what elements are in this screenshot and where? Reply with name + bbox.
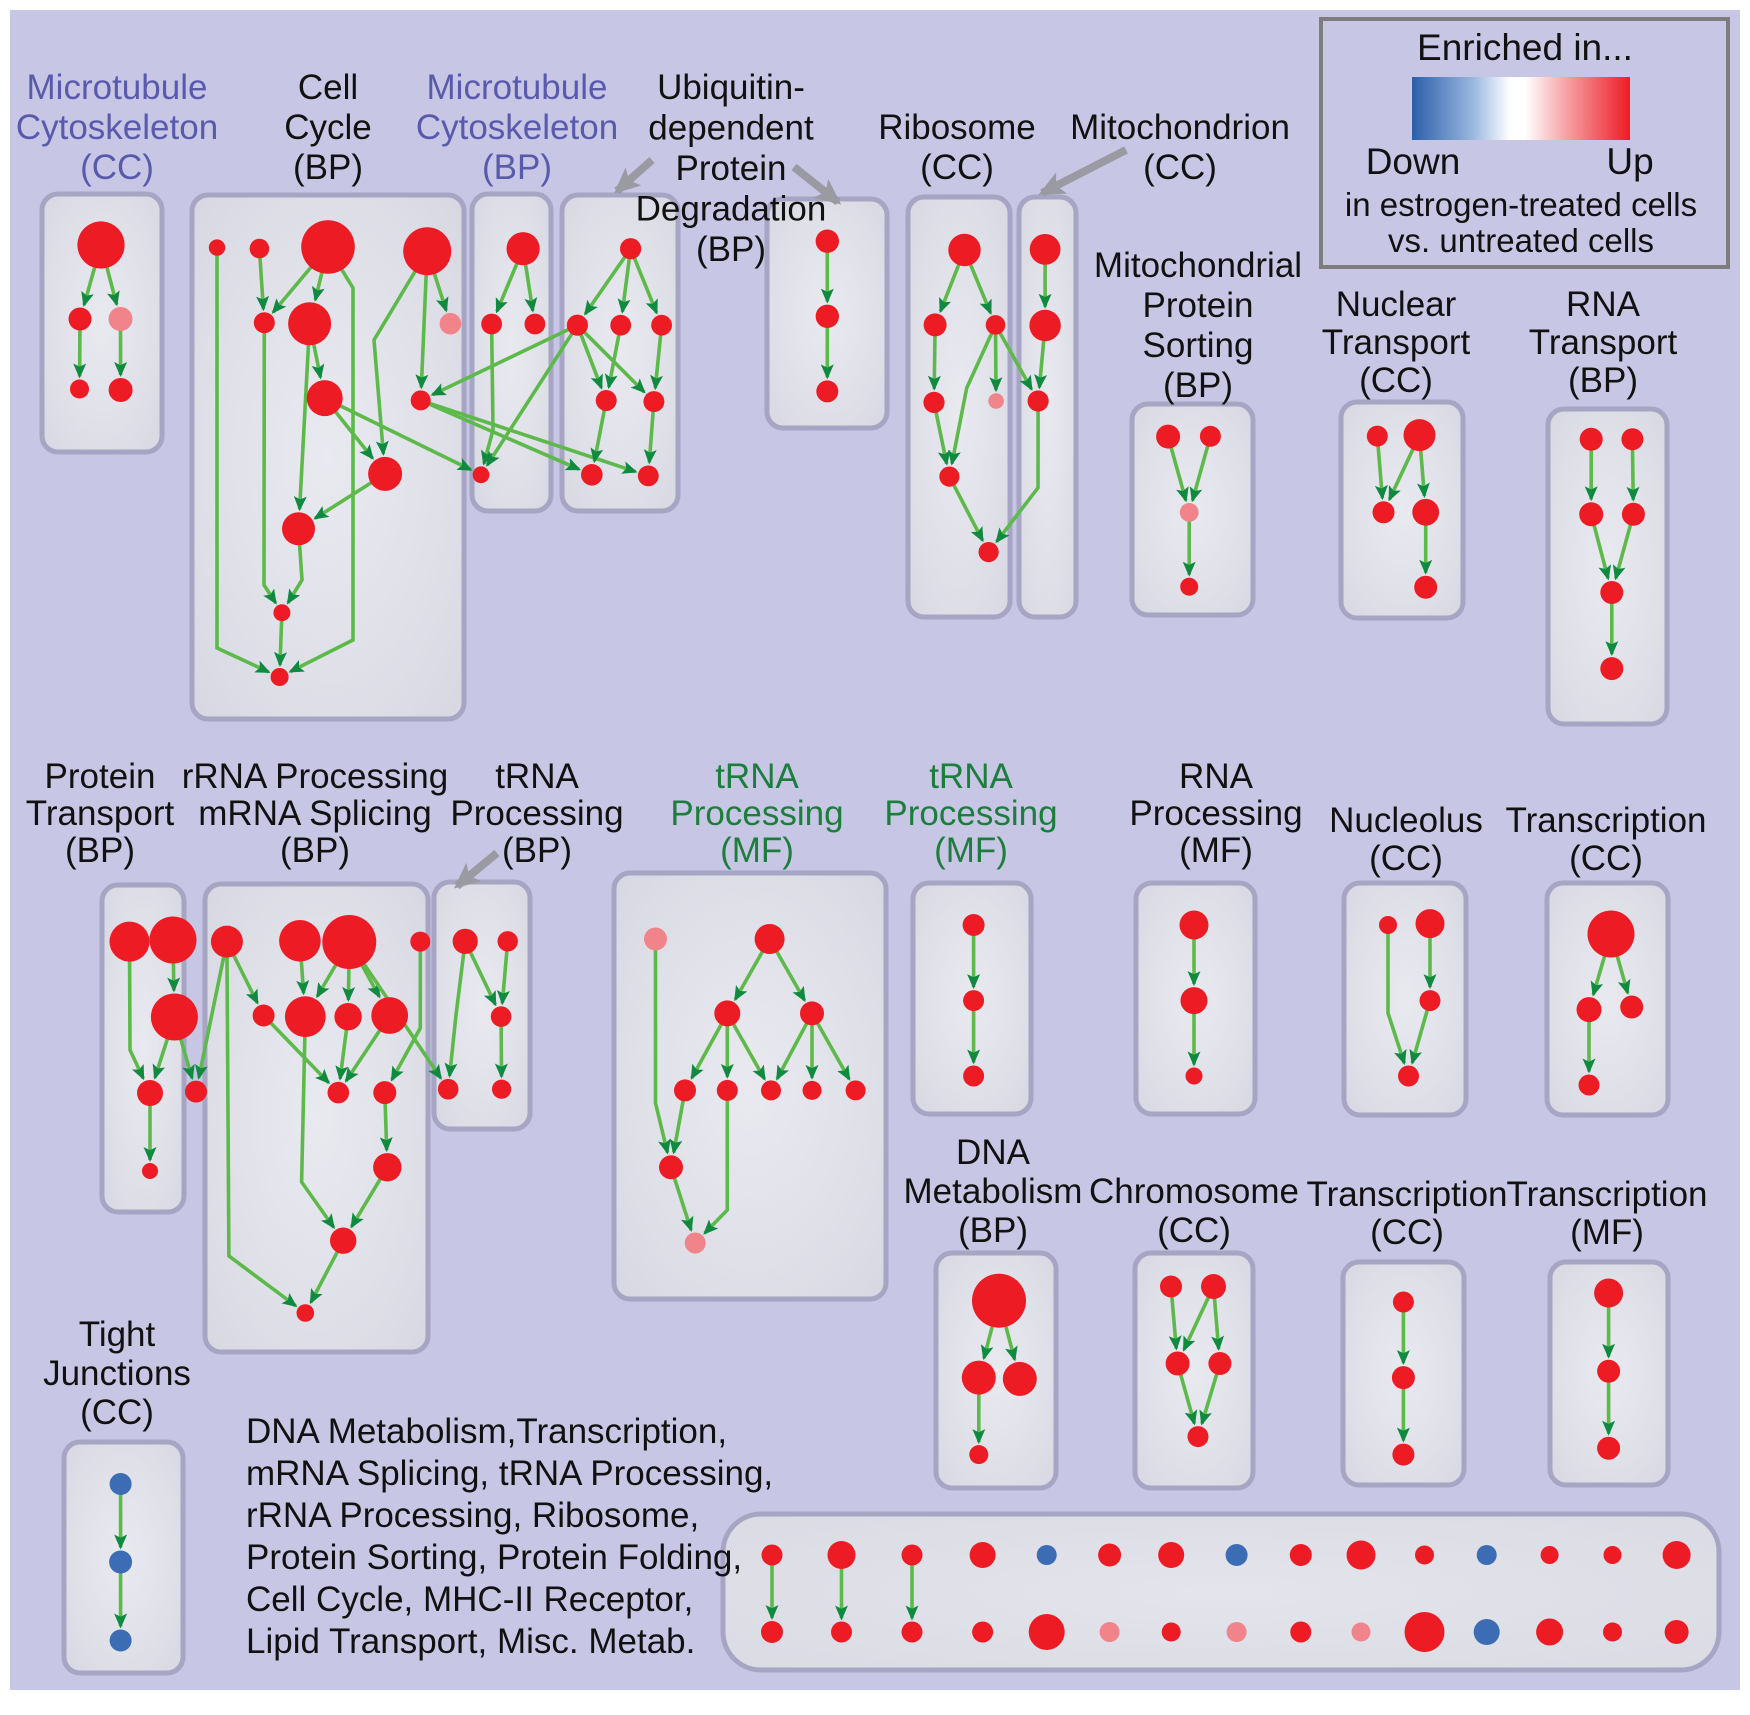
- svg-text:Down: Down: [1366, 141, 1461, 182]
- svg-text:(CC): (CC): [1143, 148, 1217, 187]
- svg-text:RNA: RNA: [1566, 285, 1641, 324]
- svg-text:in estrogen-treated cells: in estrogen-treated cells: [1345, 186, 1697, 223]
- svg-text:Microtubule: Microtubule: [27, 68, 208, 107]
- svg-text:dependent: dependent: [648, 109, 814, 148]
- svg-text:(MF): (MF): [720, 831, 794, 870]
- svg-text:Protein Sorting, Protein Foldi: Protein Sorting, Protein Folding,: [246, 1538, 742, 1577]
- svg-text:(MF): (MF): [1570, 1213, 1644, 1252]
- svg-text:Lipid Transport, Misc. Metab.: Lipid Transport, Misc. Metab.: [246, 1622, 695, 1661]
- svg-text:(MF): (MF): [934, 831, 1008, 870]
- svg-text:(CC): (CC): [80, 148, 154, 187]
- svg-text:tRNA: tRNA: [715, 757, 799, 796]
- svg-text:tRNA: tRNA: [495, 757, 579, 796]
- svg-text:(BP): (BP): [280, 831, 350, 870]
- svg-text:Processing: Processing: [1129, 794, 1302, 833]
- svg-text:Processing: Processing: [670, 794, 843, 833]
- svg-text:mRNA Splicing: mRNA Splicing: [198, 794, 431, 833]
- svg-text:(CC): (CC): [80, 1393, 154, 1432]
- svg-text:(CC): (CC): [1569, 839, 1643, 878]
- svg-text:Cell: Cell: [298, 68, 358, 107]
- svg-text:Metabolism: Metabolism: [904, 1172, 1083, 1211]
- svg-text:Enriched in...: Enriched in...: [1417, 27, 1633, 68]
- svg-text:DNA: DNA: [956, 1133, 1031, 1172]
- svg-text:vs. untreated cells: vs. untreated cells: [1388, 222, 1654, 259]
- svg-text:Mitochondrial: Mitochondrial: [1094, 246, 1302, 285]
- svg-text:(BP): (BP): [482, 148, 552, 187]
- svg-text:(BP): (BP): [696, 230, 766, 269]
- svg-text:(BP): (BP): [293, 148, 363, 187]
- svg-text:rRNA Processing: rRNA Processing: [182, 757, 448, 796]
- svg-text:(BP): (BP): [958, 1211, 1028, 1250]
- svg-text:(BP): (BP): [65, 831, 135, 870]
- svg-text:Cycle: Cycle: [284, 108, 372, 147]
- svg-text:Degradation: Degradation: [636, 190, 827, 229]
- svg-text:(CC): (CC): [1369, 839, 1443, 878]
- svg-text:Nucleolus: Nucleolus: [1329, 801, 1483, 840]
- svg-text:Processing: Processing: [450, 794, 623, 833]
- svg-text:Transport: Transport: [1529, 323, 1678, 362]
- svg-text:Sorting: Sorting: [1143, 326, 1254, 365]
- svg-text:(CC): (CC): [1157, 1211, 1231, 1250]
- svg-text:Nuclear: Nuclear: [1336, 285, 1457, 324]
- svg-text:(BP): (BP): [502, 831, 572, 870]
- svg-text:Transcription: Transcription: [1307, 1175, 1508, 1214]
- svg-text:tRNA: tRNA: [929, 757, 1013, 796]
- svg-text:Transcription: Transcription: [1506, 801, 1707, 840]
- svg-text:rRNA Processing, Ribosome,: rRNA Processing, Ribosome,: [246, 1496, 699, 1535]
- svg-text:Transport: Transport: [1322, 323, 1471, 362]
- svg-text:Ubiquitin-: Ubiquitin-: [657, 68, 805, 107]
- svg-text:RNA: RNA: [1179, 757, 1254, 796]
- svg-text:Up: Up: [1606, 141, 1653, 182]
- svg-text:(CC): (CC): [920, 148, 994, 187]
- svg-text:Mitochondrion: Mitochondrion: [1070, 108, 1290, 147]
- svg-text:mRNA Splicing, tRNA Processing: mRNA Splicing, tRNA Processing,: [246, 1454, 773, 1493]
- svg-text:Tight: Tight: [79, 1315, 156, 1354]
- svg-text:(CC): (CC): [1359, 361, 1433, 400]
- svg-text:Cell Cycle, MHC-II Receptor,: Cell Cycle, MHC-II Receptor,: [246, 1580, 693, 1619]
- svg-text:(CC): (CC): [1370, 1213, 1444, 1252]
- svg-text:Chromosome: Chromosome: [1089, 1172, 1299, 1211]
- svg-text:Transport: Transport: [26, 794, 175, 833]
- svg-text:Cytoskeleton: Cytoskeleton: [416, 108, 618, 147]
- svg-text:Junctions: Junctions: [43, 1354, 191, 1393]
- svg-text:(BP): (BP): [1568, 361, 1638, 400]
- svg-text:Protein: Protein: [676, 149, 787, 188]
- svg-text:DNA Metabolism,Transcription,: DNA Metabolism,Transcription,: [246, 1412, 727, 1451]
- svg-text:Processing: Processing: [884, 794, 1057, 833]
- svg-text:Protein: Protein: [1143, 286, 1254, 325]
- svg-text:(BP): (BP): [1163, 366, 1233, 405]
- svg-text:Protein: Protein: [45, 757, 156, 796]
- svg-text:Transcription: Transcription: [1507, 1175, 1708, 1214]
- svg-text:Cytoskeleton: Cytoskeleton: [16, 108, 218, 147]
- svg-text:Ribosome: Ribosome: [878, 108, 1036, 147]
- svg-text:Microtubule: Microtubule: [427, 68, 608, 107]
- svg-text:(MF): (MF): [1179, 831, 1253, 870]
